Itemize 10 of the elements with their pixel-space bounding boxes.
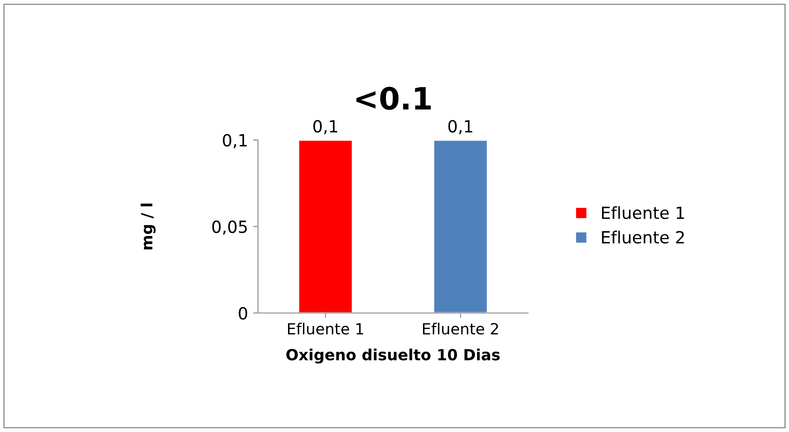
chart-title: <0.1 <box>356 86 431 110</box>
y-tick-label: 0,1 <box>222 134 247 148</box>
y-tick-label: 0 <box>238 306 248 320</box>
y-axis-title: mg / l <box>140 204 156 250</box>
data-label: 0,1 <box>448 120 472 134</box>
data-label: 0,1 <box>313 120 338 134</box>
legend-label: Efluente 1 <box>602 206 684 220</box>
legend-label: Efluente 2 <box>602 230 684 244</box>
x-axis-title: Oxigeno disuelto 10 Dias <box>286 348 500 364</box>
y-tick-label: 0,05 <box>212 220 247 235</box>
